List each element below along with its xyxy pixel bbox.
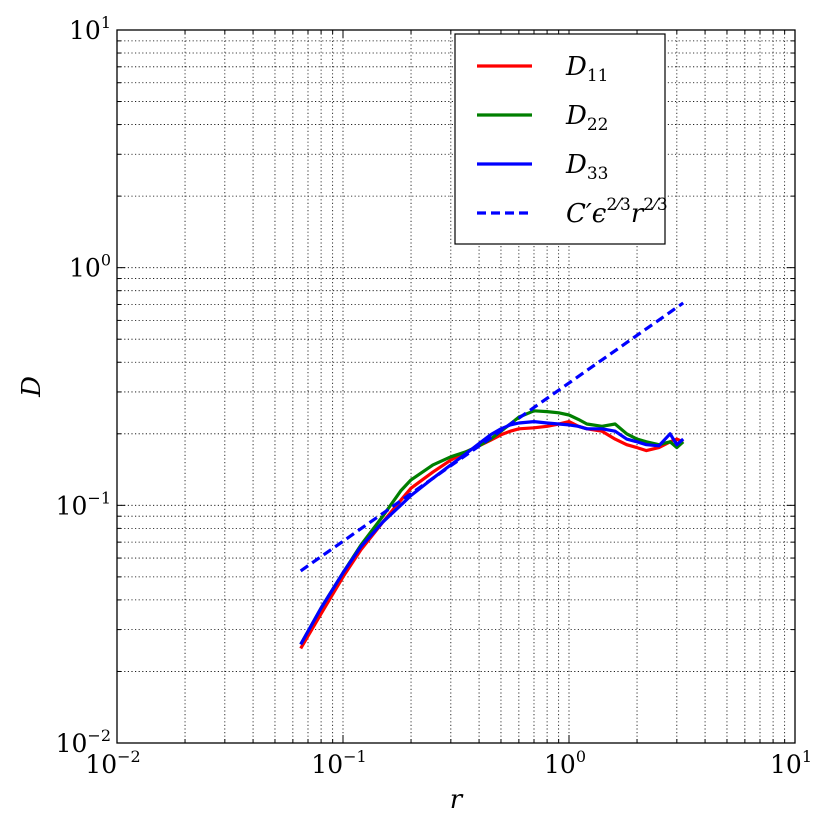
legend-label-2: D22 [565,101,609,135]
y-axis-label: D [17,376,47,398]
ticks [117,30,795,743]
y-tick-label: 100 [69,251,111,283]
x-tick-label: 10−1 [311,747,366,779]
x-axis-label: r [450,785,464,815]
legend-label-1: D11 [565,52,609,86]
legend-box [454,33,666,245]
y-tick-label: 10−2 [56,726,111,758]
x-tick-label: 10−2 [85,747,140,779]
plot-frame [116,29,796,744]
legend-label-4: C′ϵ2⁄3r2⁄3 [566,195,668,229]
series-line-1 [299,420,684,650]
x-tick-label: 101 [770,747,812,779]
legend: D11 D22 D33 C′ϵ2⁄3r2⁄3 [454,33,668,245]
legend-label-3: D33 [565,150,609,184]
tick-labels: 10−2 10−1 100 101 10−2 10−1 100 101 [56,13,812,779]
x-tick-label: 100 [544,747,586,779]
series-layer [299,301,685,650]
y-tick-label: 101 [69,13,111,45]
series-line-4 [299,301,685,573]
series-line-3 [299,420,685,646]
y-tick-label: 10−1 [56,488,111,520]
